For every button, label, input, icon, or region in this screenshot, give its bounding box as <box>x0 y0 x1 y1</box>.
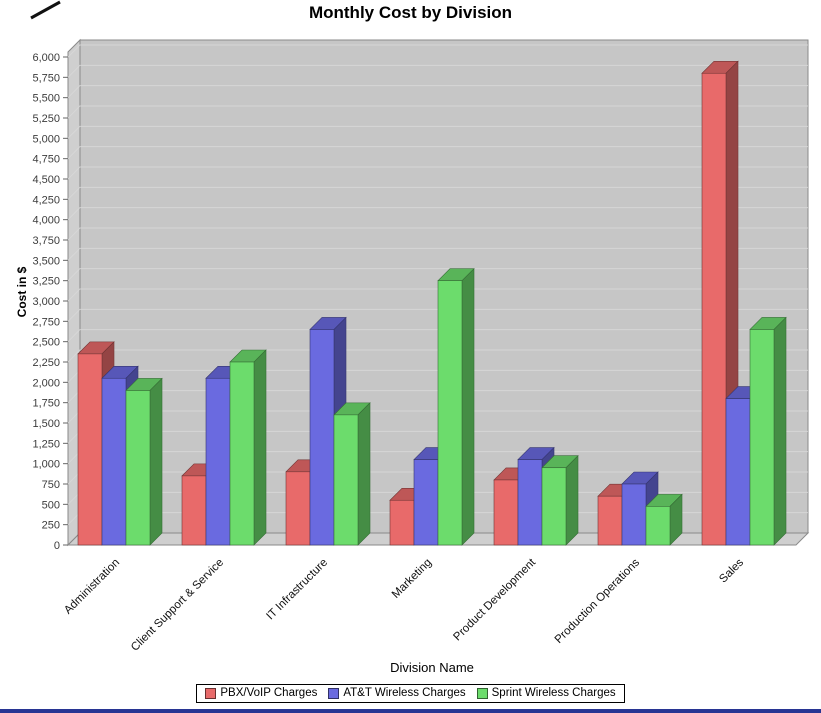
svg-text:0: 0 <box>54 540 60 552</box>
legend-label: PBX/VoIP Charges <box>220 687 318 699</box>
svg-text:1,750: 1,750 <box>32 398 60 410</box>
legend-item-sprint: Sprint Wireless Charges <box>476 687 616 699</box>
legend-swatch-att <box>328 687 340 699</box>
svg-text:500: 500 <box>42 499 60 511</box>
svg-text:2,250: 2,250 <box>32 357 60 369</box>
bottom-border-bar <box>0 709 821 713</box>
corner-artifact-icon <box>30 0 61 20</box>
svg-text:5,500: 5,500 <box>32 93 60 105</box>
y-axis-label: Cost in $ <box>15 266 29 318</box>
svg-text:3,500: 3,500 <box>32 255 60 267</box>
svg-text:4,250: 4,250 <box>32 194 60 206</box>
x-axis-label: Division Name <box>390 660 474 675</box>
svg-text:6,000: 6,000 <box>32 52 60 64</box>
legend-item-att: AT&T Wireless Charges <box>328 687 466 699</box>
svg-text:1,000: 1,000 <box>32 459 60 471</box>
svg-text:3,000: 3,000 <box>32 296 60 308</box>
svg-text:3,750: 3,750 <box>32 235 60 247</box>
svg-text:Production Operations: Production Operations <box>553 556 643 646</box>
legend-label: AT&T Wireless Charges <box>343 687 466 699</box>
svg-text:2,750: 2,750 <box>32 316 60 328</box>
svg-text:4,500: 4,500 <box>32 174 60 186</box>
svg-text:Administration: Administration <box>62 557 122 617</box>
legend: PBX/VoIP Charges AT&T Wireless Charges S… <box>0 684 821 703</box>
svg-text:1,500: 1,500 <box>32 418 60 430</box>
svg-text:Client Support & Service: Client Support & Service <box>129 557 226 654</box>
svg-text:2,000: 2,000 <box>32 377 60 389</box>
svg-text:1,250: 1,250 <box>32 438 60 450</box>
svg-text:4,000: 4,000 <box>32 215 60 227</box>
svg-text:5,000: 5,000 <box>32 133 60 145</box>
svg-text:Marketing: Marketing <box>390 557 434 601</box>
svg-text:3,250: 3,250 <box>32 276 60 288</box>
svg-text:5,750: 5,750 <box>32 72 60 84</box>
legend-swatch-pbx <box>205 687 217 699</box>
svg-text:4,750: 4,750 <box>32 154 60 166</box>
svg-text:Product Development: Product Development <box>451 556 538 643</box>
svg-text:IT Infrastructure: IT Infrastructure <box>264 557 330 623</box>
svg-text:5,250: 5,250 <box>32 113 60 125</box>
legend-swatch-sprint <box>476 687 488 699</box>
legend-box: PBX/VoIP Charges AT&T Wireless Charges S… <box>196 684 625 703</box>
svg-text:Sales: Sales <box>717 556 746 585</box>
svg-text:250: 250 <box>42 520 60 532</box>
chart-title: Monthly Cost by Division <box>308 3 513 22</box>
legend-item-pbx: PBX/VoIP Charges <box>205 687 317 699</box>
svg-text:750: 750 <box>42 479 60 491</box>
legend-label: Sprint Wireless Charges <box>491 687 616 699</box>
svg-text:2,500: 2,500 <box>32 337 60 349</box>
